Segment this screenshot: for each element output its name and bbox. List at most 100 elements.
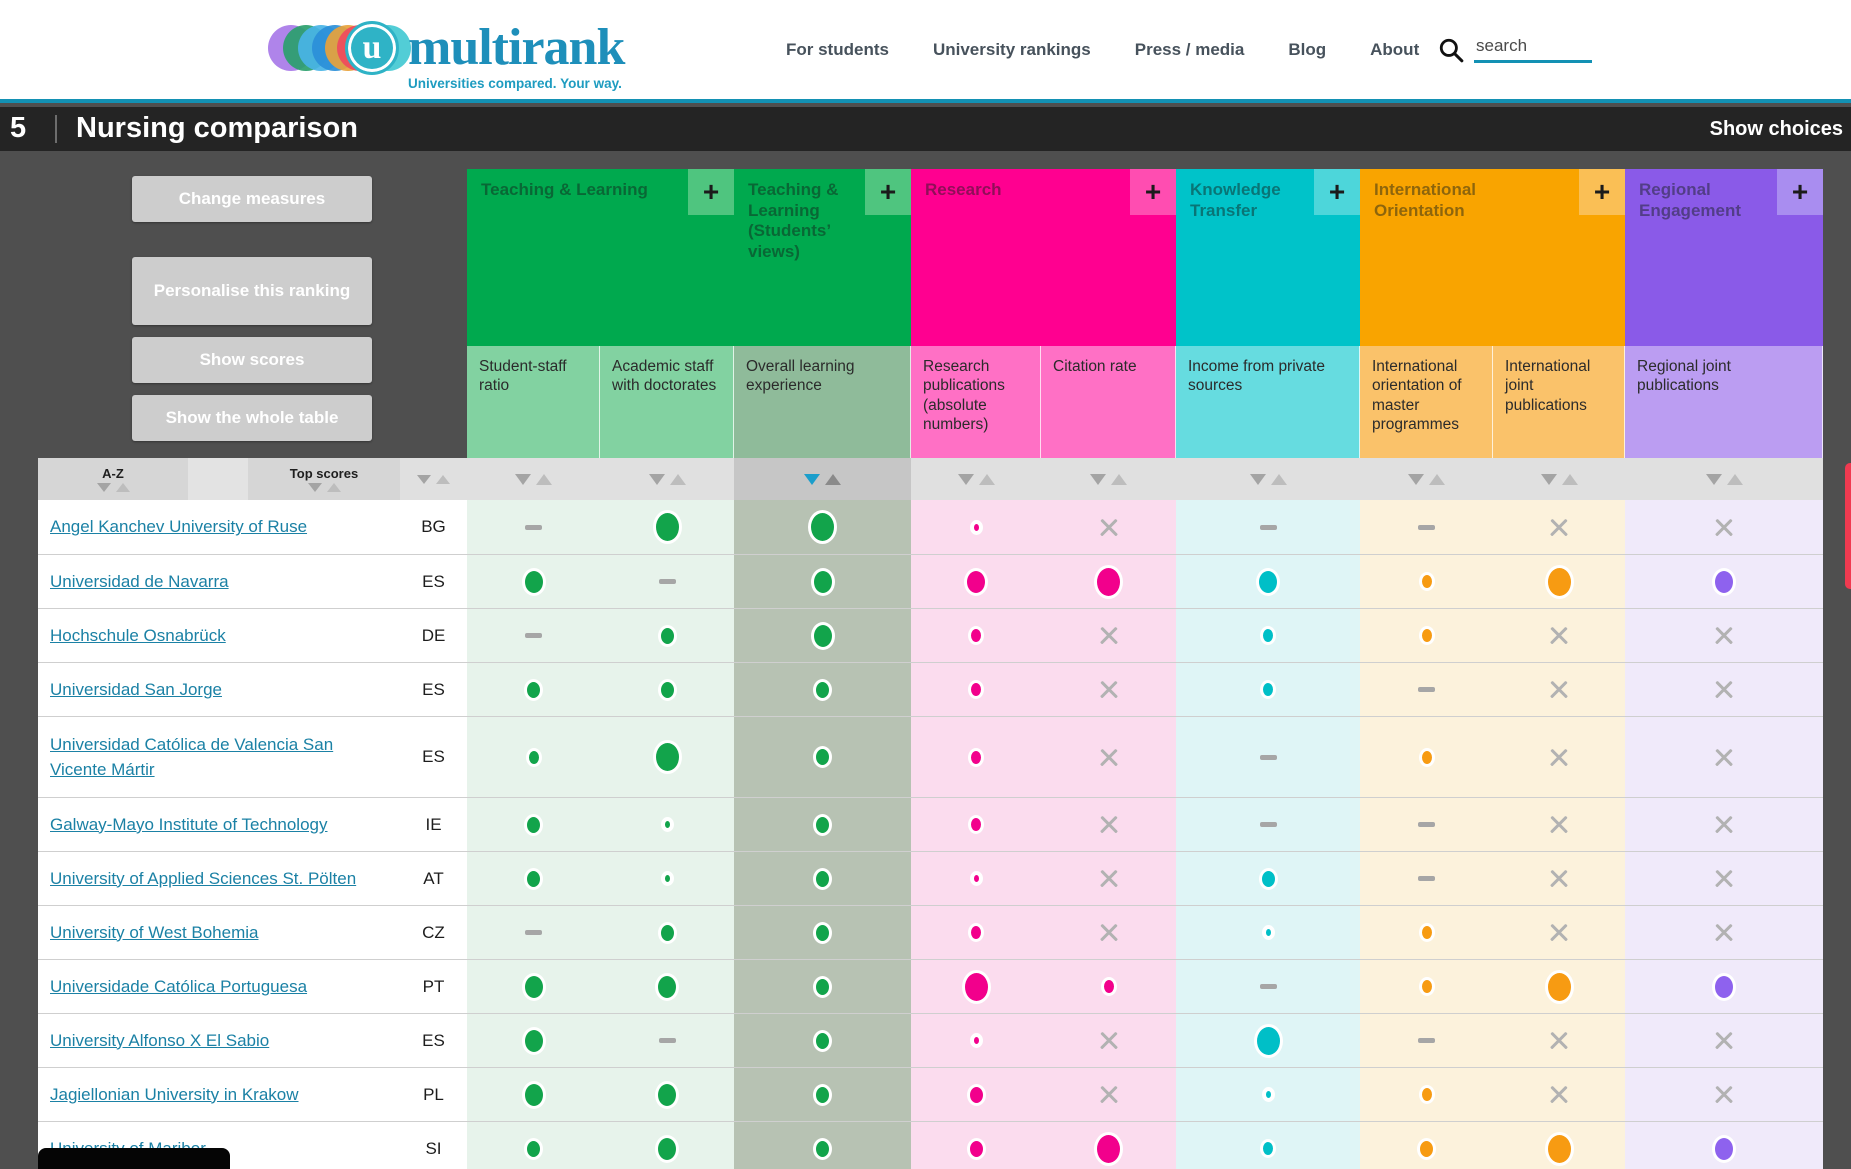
university-link[interactable]: University of Applied Sciences St. Pölte… bbox=[50, 868, 357, 888]
not-applicable-icon bbox=[1549, 626, 1569, 646]
university-link[interactable]: Hochschule Osnabrück bbox=[50, 625, 226, 645]
not-applicable-icon bbox=[1099, 517, 1119, 537]
search-icon[interactable] bbox=[1438, 37, 1464, 63]
university-link[interactable]: University of West Bohemia bbox=[50, 922, 259, 942]
show-scores-button[interactable]: Show scores bbox=[132, 337, 372, 383]
university-link[interactable]: Universidade Católica Portuguesa bbox=[50, 976, 308, 996]
sort-income-from-private-sources[interactable] bbox=[1176, 458, 1360, 500]
country-code: BG bbox=[400, 500, 467, 554]
sort-arrows bbox=[1249, 473, 1287, 485]
rank-dot-xs bbox=[1261, 1087, 1275, 1102]
sort-desc-button[interactable] bbox=[1705, 473, 1722, 485]
measure-header-citation-rate: Citation rate bbox=[1041, 346, 1176, 458]
sort-asc-button[interactable] bbox=[115, 483, 130, 492]
table-row: Universidad San Jorge ES bbox=[38, 662, 1823, 716]
rank-dot-s bbox=[1418, 572, 1435, 591]
nav-item-university-rankings[interactable]: University rankings bbox=[932, 39, 1091, 59]
sort-asc-button[interactable] bbox=[978, 473, 995, 485]
logo-tagline: Universities compared. Your way. bbox=[408, 76, 622, 91]
university-link[interactable]: Universidad Católica de Valencia San Vic… bbox=[50, 734, 334, 780]
sort-desc-button[interactable] bbox=[1249, 473, 1266, 485]
vertical-scrollbar-thumb[interactable] bbox=[1845, 463, 1851, 589]
indicator-cell bbox=[1176, 1122, 1360, 1169]
sort-desc-button[interactable] bbox=[1408, 473, 1424, 485]
sort-az[interactable]: A-Z bbox=[38, 458, 188, 500]
sort-desc-button[interactable] bbox=[804, 473, 820, 485]
sort-desc-button[interactable] bbox=[417, 474, 431, 484]
sort-regional-joint-publications[interactable] bbox=[1625, 458, 1823, 500]
university-link[interactable]: University Alfonso X El Sabio bbox=[50, 1030, 270, 1050]
sort-overall-learning-experience[interactable] bbox=[734, 458, 911, 500]
sort-desc-button[interactable] bbox=[96, 483, 111, 492]
sort-top-scores[interactable]: Top scores bbox=[248, 458, 400, 500]
indicator-cell bbox=[1625, 1014, 1823, 1067]
university-link[interactable]: Universidad San Jorge bbox=[50, 679, 222, 699]
indicator-cell bbox=[467, 1122, 600, 1169]
sort-asc-button[interactable] bbox=[669, 473, 686, 485]
measure-header-research-publications-absolute-numbers: Research publications (absolute numbers) bbox=[911, 346, 1041, 458]
add-measure-button-teaching-learning-students-views[interactable]: + bbox=[865, 169, 911, 215]
nav-item-press-media[interactable]: Press / media bbox=[1134, 39, 1245, 59]
add-measure-button-regional-engagement[interactable]: + bbox=[1777, 169, 1823, 215]
category-header-research: Research + bbox=[911, 169, 1176, 346]
university-name-cell: Universidad Católica de Valencia San Vic… bbox=[38, 717, 400, 797]
rank-dot-xl bbox=[1544, 1131, 1574, 1166]
rank-dot-m bbox=[813, 678, 832, 701]
nav-item-blog[interactable]: Blog bbox=[1288, 39, 1327, 59]
personalise-this-ranking-button[interactable]: Personalise this ranking bbox=[132, 257, 372, 325]
indicator-cell bbox=[1360, 663, 1493, 716]
show-choices-button[interactable]: Show choices bbox=[1709, 118, 1843, 140]
indicator-cell bbox=[1041, 555, 1176, 608]
sort-desc-button[interactable] bbox=[648, 473, 665, 485]
sort-asc-button[interactable] bbox=[536, 473, 552, 485]
change-measures-button[interactable]: Change measures bbox=[132, 176, 372, 222]
rank-dot-m bbox=[966, 1083, 986, 1106]
sort-asc-button[interactable] bbox=[825, 473, 841, 485]
sort-desc-button[interactable] bbox=[1090, 473, 1106, 485]
university-link[interactable]: Jagiellonian University in Krakow bbox=[50, 1084, 299, 1104]
sort-academic-staff-with-doctorates[interactable] bbox=[600, 458, 734, 500]
add-measure-button-research[interactable]: + bbox=[1130, 169, 1176, 215]
sort-asc-button[interactable] bbox=[1561, 473, 1578, 485]
show-the-whole-table-button[interactable]: Show the whole table bbox=[132, 395, 372, 441]
sort-country[interactable] bbox=[400, 458, 467, 500]
nav-item-for-students[interactable]: For students bbox=[786, 39, 889, 59]
no-data-dash-icon bbox=[525, 633, 542, 638]
no-data-dash-icon bbox=[658, 579, 676, 584]
search-input[interactable] bbox=[1474, 34, 1592, 63]
sort-international-orientation-of-master-prog[interactable] bbox=[1360, 458, 1493, 500]
sort-asc-button[interactable] bbox=[1270, 473, 1287, 485]
indicator-cell bbox=[1625, 906, 1823, 959]
rank-dot-s bbox=[525, 747, 542, 767]
sort-desc-button[interactable] bbox=[307, 483, 322, 492]
sort-citation-rate[interactable] bbox=[1041, 458, 1176, 500]
rank-dot-s bbox=[1418, 977, 1435, 996]
umultirank-logo[interactable]: u multirank Universities compared. Your … bbox=[268, 10, 628, 94]
comparison-count: 5 bbox=[10, 112, 27, 144]
sort-asc-button[interactable] bbox=[326, 483, 341, 492]
sort-desc-button[interactable] bbox=[957, 473, 974, 485]
sort-international-joint-publications[interactable] bbox=[1493, 458, 1625, 500]
category-label: International Orientation bbox=[1374, 180, 1477, 220]
add-measure-button-knowledge-transfer[interactable]: + bbox=[1314, 169, 1360, 215]
add-measure-button-teaching-learning[interactable]: + bbox=[688, 169, 734, 215]
sort-asc-button[interactable] bbox=[436, 474, 450, 484]
university-link[interactable]: Universidad de Navarra bbox=[50, 571, 229, 591]
sort-asc-button[interactable] bbox=[1726, 473, 1743, 485]
rank-dot-l bbox=[521, 567, 546, 596]
indicator-cell bbox=[734, 1014, 911, 1067]
add-measure-button-international-orientation[interactable]: + bbox=[1579, 169, 1625, 215]
sort-asc-button[interactable] bbox=[1111, 473, 1127, 485]
sort-desc-button[interactable] bbox=[1540, 473, 1557, 485]
sort-student-staff-ratio[interactable] bbox=[467, 458, 600, 500]
nav-item-about[interactable]: About bbox=[1370, 39, 1420, 59]
sort-research-publications-absolute-numbers[interactable] bbox=[911, 458, 1041, 500]
country-code: SI bbox=[400, 1122, 467, 1169]
rank-dot-xs bbox=[969, 1033, 983, 1048]
indicator-cell bbox=[1360, 798, 1493, 851]
sort-asc-button[interactable] bbox=[1429, 473, 1445, 485]
university-link[interactable]: Galway-Mayo Institute of Technology bbox=[50, 814, 328, 834]
university-link[interactable]: Angel Kanchev University of Ruse bbox=[50, 517, 308, 537]
sort-desc-button[interactable] bbox=[515, 473, 531, 485]
indicator-cell bbox=[911, 1068, 1041, 1121]
